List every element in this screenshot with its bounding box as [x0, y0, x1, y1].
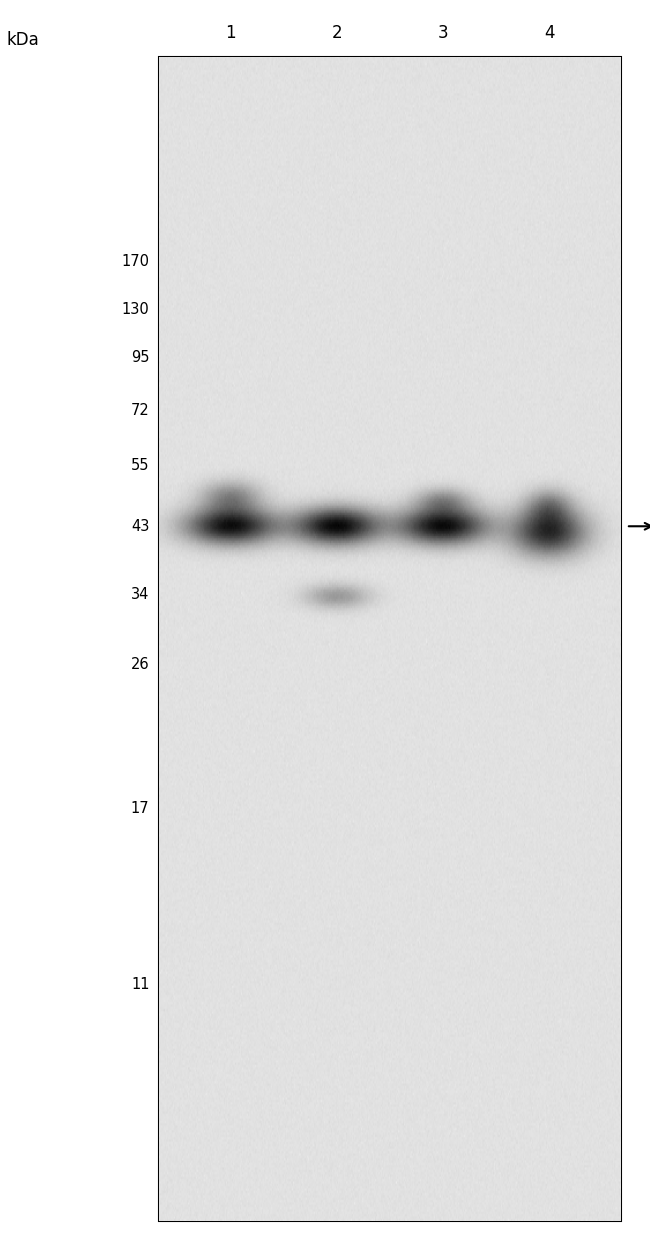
Text: 11: 11 — [131, 977, 150, 992]
Text: 2: 2 — [332, 24, 343, 42]
Text: 55: 55 — [131, 458, 150, 473]
Text: 170: 170 — [122, 254, 150, 269]
Text: 17: 17 — [131, 801, 150, 816]
Text: 1: 1 — [226, 24, 236, 42]
Text: 43: 43 — [131, 519, 150, 534]
Text: kDa: kDa — [6, 31, 39, 49]
Text: 3: 3 — [437, 24, 448, 42]
Text: 95: 95 — [131, 350, 150, 365]
Bar — [159, 57, 621, 1221]
Text: 26: 26 — [131, 657, 150, 672]
Text: 34: 34 — [131, 587, 150, 602]
Text: 72: 72 — [131, 403, 150, 418]
Text: 130: 130 — [122, 302, 150, 317]
Text: 4: 4 — [544, 24, 554, 42]
